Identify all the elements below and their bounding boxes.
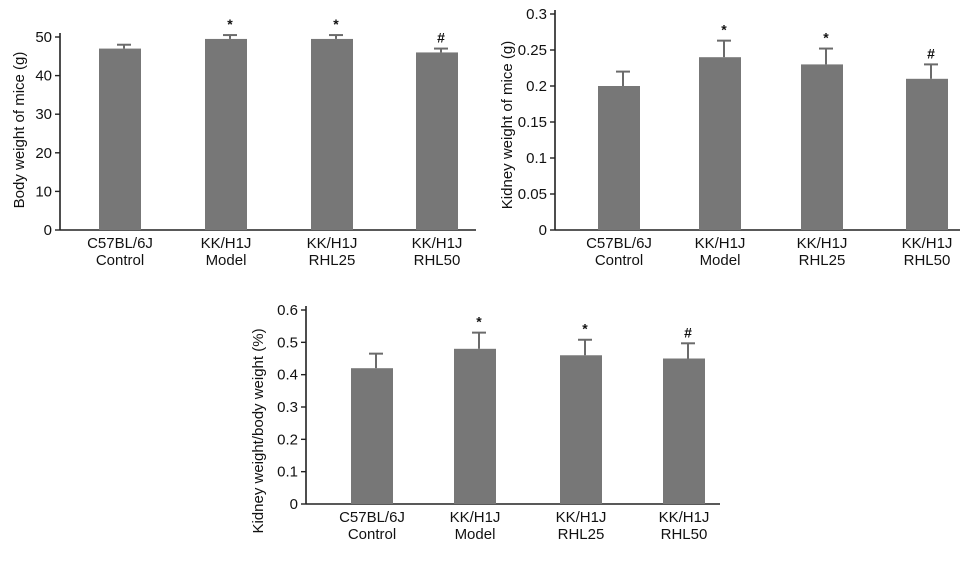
bar (205, 38, 247, 231)
x-axis-tick-labels: C57BL/6J Control KK/H1J Model KK/H1J RHL25 KK/… (586, 235, 952, 269)
x-tick-label: C57BL/6J Control (87, 235, 153, 269)
y-tick-label: 0.2 (526, 78, 547, 95)
y-axis-title: Kidney weight/body weight (%) (250, 328, 267, 533)
y-tick-label: 0.25 (518, 42, 547, 59)
x-axis-tick-labels: C57BL/6J Control KK/H1J Model KK/H1J RHL25 KK/… (87, 235, 462, 269)
bar (598, 86, 640, 230)
y-axis-ticks: 0 0.1 0.2 0.3 0.4 0.5 0.6 (277, 302, 720, 513)
x-tick-label: KK/H1J RHL50 (902, 235, 953, 269)
y-tick-label: 0.2 (277, 431, 298, 448)
x-tick-label: KK/H1J RHL50 (659, 509, 710, 543)
bars: * * # (351, 314, 705, 504)
significance-mark: # (927, 45, 935, 61)
x-tick-label: KK/H1J Model (695, 235, 746, 269)
significance-mark: * (227, 16, 233, 32)
x-tick-label: KK/H1J RHL25 (797, 235, 848, 269)
x-tick-label: KK/H1J RHL25 (307, 235, 358, 269)
x-tick-label: KK/H1J Model (201, 235, 252, 269)
y-tick-label: 0.3 (526, 6, 547, 23)
chart-kidney-weight: Kidney weight of mice (g) 0 0.05 0.1 0.15 0.… (499, 6, 960, 269)
y-tick-label: 0.3 (277, 399, 298, 416)
y-tick-label: 0.4 (277, 367, 298, 384)
y-tick-label: 0.05 (518, 186, 547, 203)
bars: * * # (598, 22, 948, 231)
y-tick-label: 0.1 (277, 464, 298, 481)
bar (454, 348, 496, 504)
bar (99, 48, 141, 230)
significance-mark: * (333, 16, 339, 32)
bar (416, 52, 458, 230)
significance-mark: * (823, 30, 829, 46)
y-tick-label: 0.1 (526, 150, 547, 167)
bars: * * # (99, 16, 458, 231)
significance-mark: # (684, 324, 692, 340)
chart-kidney-body-ratio: Kidney weight/body weight (%) 0 0.1 0.2 0.3… (250, 302, 720, 543)
x-tick-label: C57BL/6J Control (339, 509, 405, 543)
x-tick-label: C57BL/6J Control (586, 235, 652, 269)
y-tick-label: 0.15 (518, 114, 547, 131)
y-tick-label: 40 (35, 68, 52, 85)
y-tick-label: 30 (35, 106, 52, 123)
y-tick-label: 0 (44, 222, 52, 239)
y-tick-label: 10 (35, 183, 52, 200)
bar (663, 358, 705, 504)
x-tick-label: KK/H1J Model (450, 509, 501, 543)
x-axis-tick-labels: C57BL/6J Control KK/H1J Model KK/H1J RHL25 KK/… (339, 509, 709, 543)
y-tick-label: 50 (35, 29, 52, 46)
significance-mark: * (721, 22, 727, 38)
y-tick-label: 0.5 (277, 334, 298, 351)
bar (560, 355, 602, 504)
y-tick-label: 0 (290, 496, 298, 513)
bar (699, 57, 741, 231)
y-axis-ticks: 0 0.05 0.1 0.15 0.2 0.25 0.3 (518, 6, 960, 239)
significance-mark: * (476, 314, 482, 330)
x-tick-label: KK/H1J RHL25 (556, 509, 607, 543)
y-tick-label: 20 (35, 145, 52, 162)
bar (311, 38, 353, 231)
significance-mark: # (437, 30, 445, 46)
y-tick-label: 0.6 (277, 302, 298, 319)
y-axis-title: Kidney weight of mice (g) (499, 41, 516, 209)
bar (801, 64, 843, 231)
bar (351, 368, 393, 504)
bar (906, 78, 948, 230)
y-tick-label: 0 (539, 222, 547, 239)
significance-mark: * (582, 321, 588, 337)
x-tick-label: KK/H1J RHL50 (412, 235, 463, 269)
y-axis-title: Body weight of mice (g) (11, 52, 28, 209)
